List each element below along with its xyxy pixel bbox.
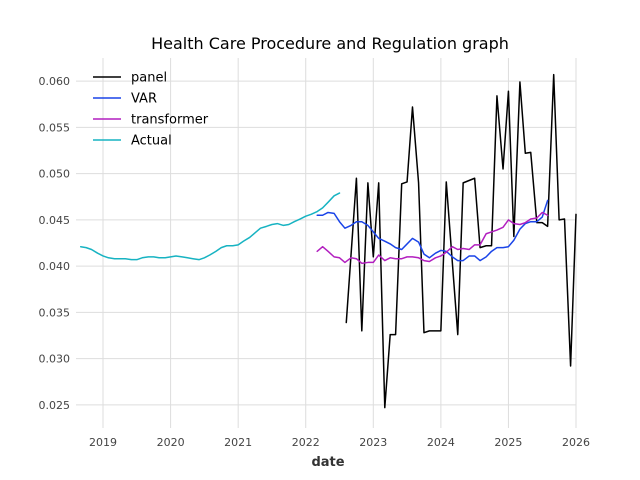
x-tick-label: 2023: [359, 436, 387, 449]
x-axis-ticks: 2019 2020 2021 2022 2023 2024 2025 2026: [89, 436, 590, 449]
x-tick-label: 2020: [157, 436, 185, 449]
series-group: [79, 73, 577, 409]
x-axis-title: date: [311, 455, 344, 470]
x-tick-label: 2019: [89, 436, 117, 449]
legend: panel VAR transformer Actual: [93, 71, 209, 149]
series-line-actual: [79, 192, 341, 261]
y-tick-label: 0.025: [39, 399, 71, 412]
y-tick-label: 0.035: [39, 306, 71, 319]
y-tick-label: 0.045: [39, 214, 71, 227]
grid: [76, 58, 577, 428]
y-tick-label: 0.055: [39, 121, 71, 134]
series-line-panel: [345, 73, 577, 409]
legend-label-var: VAR: [131, 92, 157, 107]
series-line-transformer: [316, 211, 549, 265]
x-tick-label: 2021: [224, 436, 252, 449]
chart-title: Health Care Procedure and Regulation gra…: [151, 34, 509, 53]
legend-label-transformer: transformer: [131, 113, 209, 128]
x-tick-label: 2026: [562, 436, 590, 449]
y-tick-label: 0.030: [39, 353, 71, 366]
y-axis-ticks: 0.025 0.030 0.035 0.040 0.045 0.050 0.055 0.060: [39, 75, 71, 412]
y-tick-label: 0.040: [39, 260, 71, 273]
legend-label-panel: panel: [131, 71, 167, 86]
y-tick-label: 0.060: [39, 75, 71, 88]
x-tick-label: 2025: [494, 436, 522, 449]
legend-label-actual: Actual: [131, 134, 172, 149]
x-tick-label: 2022: [292, 436, 320, 449]
y-tick-label: 0.050: [39, 168, 71, 181]
series-line-var: [316, 199, 549, 262]
x-tick-label: 2024: [427, 436, 455, 449]
